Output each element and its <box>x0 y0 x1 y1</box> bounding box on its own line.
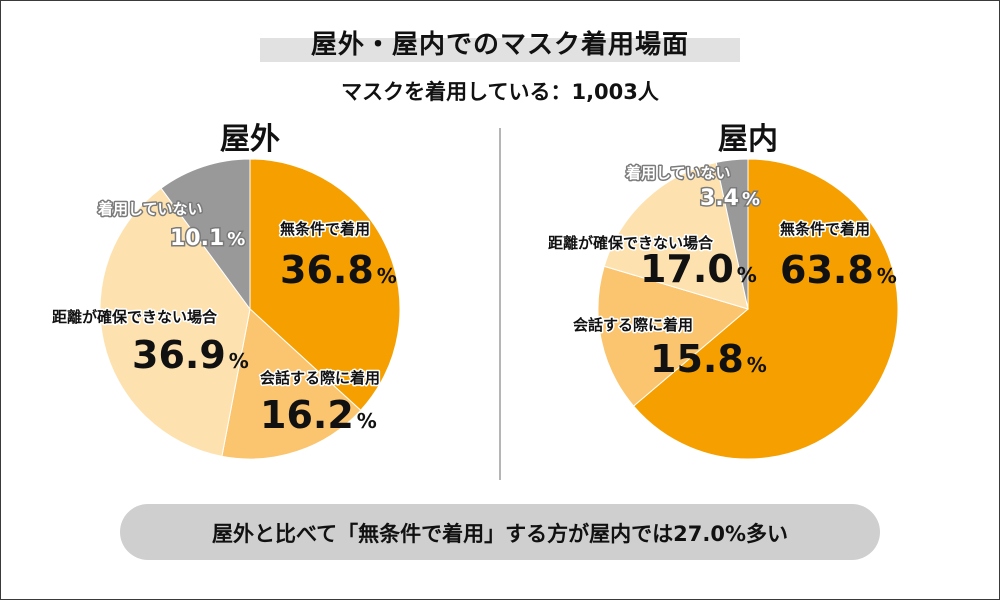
value-number: 16.2 <box>260 393 354 437</box>
value-number: 36.9 <box>132 333 226 377</box>
chart-subtitle: マスクを着用している：1,003人 <box>341 80 659 104</box>
pie-slice <box>99 187 251 457</box>
slice-label: 無条件で着用 <box>780 220 870 238</box>
chart-title: 屋外・屋内でのマスク着用場面 <box>310 30 689 60</box>
slice-value: 17.0% <box>640 247 757 291</box>
pie-slice <box>715 158 749 310</box>
pie-slice <box>160 158 251 311</box>
value-unit: % <box>877 264 897 288</box>
value-unit: % <box>229 349 249 373</box>
divider <box>499 128 501 480</box>
pie-slice <box>632 158 899 460</box>
slice-value: 63.8% <box>780 248 897 292</box>
slice-label: 距離が確保できない場合 <box>548 234 714 252</box>
value-number: 63.8 <box>780 248 874 292</box>
value-unit: % <box>357 409 377 433</box>
pie-slice <box>603 161 749 310</box>
slice-label: 会話する際に着用 <box>573 316 693 334</box>
slice-value: 16.2% <box>260 393 377 437</box>
value-number: 3.4 <box>700 186 739 211</box>
value-unit: % <box>377 264 397 288</box>
value-number: 10.1 <box>170 226 224 251</box>
slice-value: 36.8% <box>280 248 397 292</box>
slice-value: 3.4% <box>700 186 760 211</box>
value-number: 36.8 <box>280 248 374 292</box>
pie-outdoor: 無条件で着用 36.8 % 会話する際に着用 16.2 % 距離が確保できない場合 36.9%… <box>51 158 401 460</box>
value-number: 17.0 <box>640 247 734 291</box>
footer-note: 屋外と比べて「無条件で着用」する方が屋内では27.0%多い <box>211 522 788 546</box>
pie-slice <box>221 308 362 460</box>
slice-value: 36.9% <box>132 333 249 377</box>
value-number: 15.8 <box>650 337 744 381</box>
slice-label: 着用していない <box>625 164 731 182</box>
slice-label: 着用していない <box>97 200 203 218</box>
footer-banner <box>120 504 880 560</box>
title-highlight <box>260 38 740 62</box>
slice-value: 15.8% <box>650 337 767 381</box>
pie-slice <box>597 265 750 407</box>
slice-label: 会話する際に着用 <box>260 369 380 387</box>
slice-value: 10.1% <box>170 226 245 251</box>
pie-indoor: 無条件で着用 63.8 % 会話する際に着用 15.8 % 距離が確保できない場合17.0%… <box>547 158 899 460</box>
pie-slice <box>249 158 401 412</box>
value-unit: % <box>742 189 760 210</box>
value-unit: % <box>737 263 757 287</box>
pie-title-outdoor: 屋外 <box>220 122 280 157</box>
value-unit: % <box>747 353 767 377</box>
pie-title-indoor: 屋内 <box>718 122 778 157</box>
slice-label: 距離が確保できない場合 <box>52 308 218 326</box>
slice-label: 無条件で着用 <box>280 220 370 238</box>
value-unit: % <box>227 229 245 250</box>
